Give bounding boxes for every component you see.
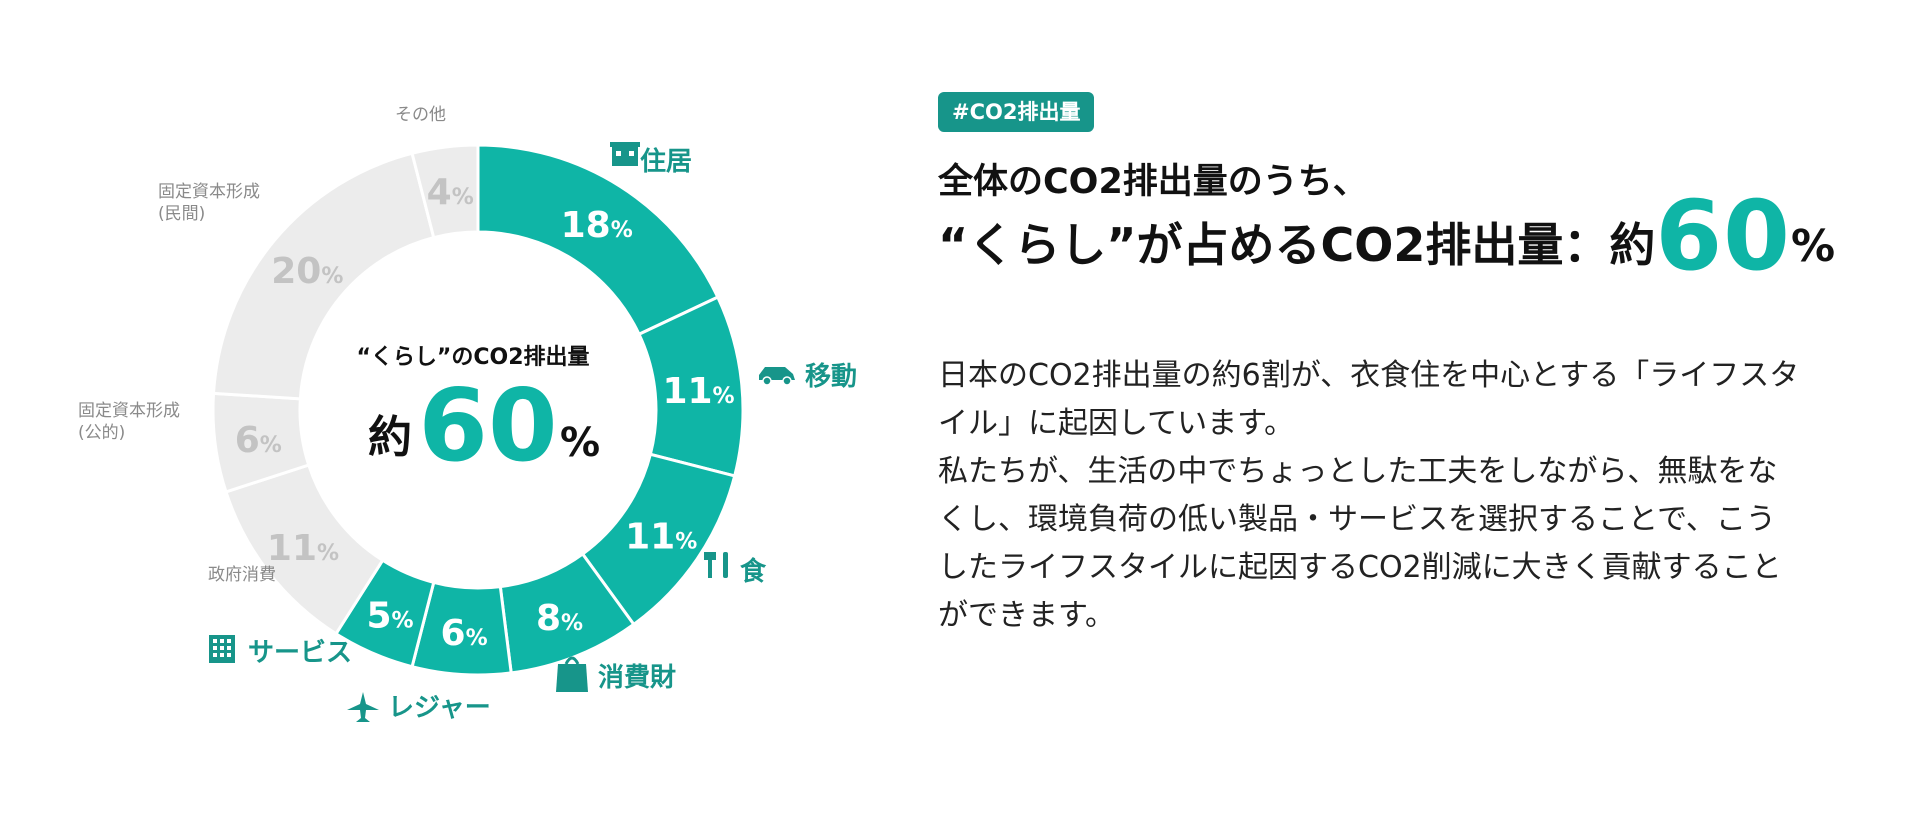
slice-values: 18%11%11%8%6%5%11%6%20%4% [235, 172, 735, 654]
center-value: 60 [418, 367, 557, 484]
description-line: ができます。 [938, 598, 1115, 633]
slice-value-unit: % [392, 608, 414, 633]
airplane-icon [347, 692, 379, 722]
category-label: レジャー [388, 693, 491, 723]
center-prefix: 約 [368, 412, 412, 463]
donut-slice [410, 143, 480, 240]
heading-line-2: “くらし”が占めるCO2排出量：約60% [938, 188, 1898, 284]
category-label-line: その他 [395, 105, 446, 125]
slice-value: 4% [427, 172, 474, 213]
category-label: 食 [740, 556, 767, 587]
category-label: 固定資本形成(公的) [78, 401, 180, 443]
heading-line-2-text: “くらし”が占めるCO2排出量：約 [938, 218, 1656, 272]
heading-unit: % [1790, 221, 1836, 272]
category-label-line: 固定資本形成 [78, 401, 180, 421]
category-label: 固定資本形成(民間) [158, 182, 260, 224]
slice-value: 5% [366, 595, 413, 636]
category-label: サービス [248, 638, 352, 668]
slice-value-unit: % [561, 611, 583, 636]
slice-value: 20% [271, 251, 343, 292]
category-label: 消費財 [598, 663, 676, 693]
center-total: “くらし”のCO2排出量 約 60 % [356, 345, 600, 484]
description-line: したライフスタイルに起因するCO2削減に大きく貢献すること [938, 550, 1782, 585]
shopping-bag-icon [556, 656, 588, 692]
category-label-line: (公的) [78, 423, 125, 443]
slice-value-number: 6 [441, 613, 466, 654]
center-title: “くらし”のCO2排出量 [356, 345, 589, 370]
donut-chart: 18%11%11%8%6%5%11%6%20%4% 住居移動食消費財レジャーサー… [78, 105, 857, 723]
slice-value-unit: % [675, 530, 697, 555]
description: 日本のCO2排出量の約6割が、衣食住を中心とする「ライフスタ イル」に起因してい… [938, 352, 1868, 640]
slice-value-number: 8 [536, 598, 561, 639]
slice-value-number: 18 [561, 205, 611, 246]
slice-value-unit: % [260, 433, 282, 458]
slice-value-unit: % [321, 264, 343, 289]
topic-tag: #CO2排出量 [938, 92, 1095, 132]
building-icon [209, 635, 235, 663]
slice-value: 18% [561, 205, 633, 246]
slice-value-number: 20 [271, 251, 321, 292]
slice-value-number: 11 [662, 371, 712, 412]
description-line: くし、環境負荷の低い製品・サービスを選択することで、こう [938, 502, 1776, 537]
chart-slices [211, 143, 745, 677]
slice-value-unit: % [317, 541, 339, 566]
slice-value-number: 11 [625, 517, 675, 558]
description-line: 私たちが、生活の中でちょっとした工夫をしながら、無駄をな [938, 454, 1778, 489]
heading-value: 60 [1655, 180, 1791, 292]
category-label: 政府消費 [208, 565, 276, 585]
slice-value-number: 4 [427, 172, 452, 213]
slice-value: 11% [267, 528, 339, 569]
slice-value: 6% [441, 613, 488, 654]
slice-value-unit: % [466, 626, 488, 651]
description-line: イル」に起因しています。 [938, 406, 1295, 441]
slice-value: 6% [235, 420, 282, 461]
description-line: 日本のCO2排出量の約6割が、衣食住を中心とする「ライフスタ [938, 358, 1800, 393]
center-unit: % [560, 420, 600, 466]
slice-value: 11% [625, 517, 697, 558]
heading-line-1: 全体のCO2排出量のうち、 [938, 162, 1368, 202]
page-heading: 全体のCO2排出量のうち、 “くらし”が占めるCO2排出量：約60% [938, 160, 1898, 284]
category-label: 移動 [805, 362, 857, 392]
category-label-line: 固定資本形成 [158, 182, 260, 202]
category-label: 住居 [640, 146, 692, 177]
slice-value: 8% [536, 598, 583, 639]
slice-value-unit: % [452, 185, 474, 210]
slice-value-number: 6 [235, 420, 260, 461]
slice-value-number: 5 [366, 595, 391, 636]
category-label-line: (民間) [158, 204, 205, 224]
slice-value-unit: % [611, 218, 633, 243]
category-label-line: 政府消費 [208, 565, 276, 585]
slice-labels: 住居移動食消費財レジャーサービス政府消費固定資本形成(公的)固定資本形成(民間)… [78, 105, 857, 723]
fork-knife-icon [704, 552, 728, 578]
house-icon [610, 142, 640, 166]
category-label: その他 [395, 105, 446, 125]
slice-value: 11% [662, 371, 734, 412]
slice-value-unit: % [713, 384, 735, 409]
slice-value-number: 11 [267, 528, 317, 569]
car-icon [759, 367, 795, 386]
